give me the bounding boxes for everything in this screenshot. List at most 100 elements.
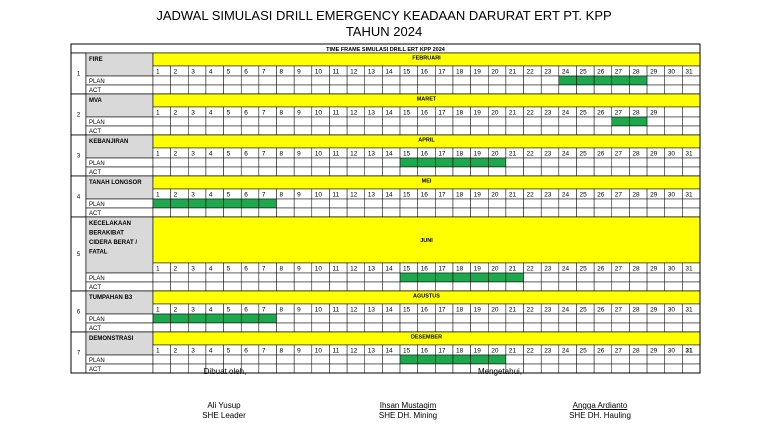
day-number: 5 [227,110,231,117]
plan-cell [505,198,524,209]
day-number: 13 [368,192,376,199]
plan-mark [452,354,471,365]
act-label: ACT [89,326,101,332]
act-cell [399,363,418,374]
plan-cell [664,354,683,365]
plan-cell [558,116,577,127]
plan-cell [364,157,383,168]
day-number: 29 [650,348,658,355]
plan-mark [452,272,471,283]
act-cell [293,84,313,95]
plan-mark [152,198,171,209]
plan-cell [329,354,348,365]
act-cell [664,125,683,136]
act-cell [364,84,383,95]
act-cell [523,322,542,333]
act-cell [593,281,613,292]
day-number: 6 [244,110,248,117]
day-number: 21 [509,307,517,314]
day-number: 23 [544,69,552,76]
month-label: MEI [422,179,432,185]
plan-cell [646,157,665,168]
day-number: 27 [615,151,623,158]
act-cell [523,281,542,292]
plan-cell [293,157,313,168]
act-cell [399,166,418,177]
act-cell [505,125,524,136]
plan-label: PLAN [89,161,105,167]
act-cell [152,207,171,218]
day-number: 2 [174,69,178,76]
plan-cell [505,313,524,324]
plan-cell [682,198,701,209]
day-number: 8 [280,348,284,355]
act-cell [188,125,207,136]
plan-mark [223,313,242,324]
day-number: 11 [332,307,339,314]
plan-cell [629,157,648,168]
plan-cell [399,75,418,86]
day-number: 9 [297,69,301,76]
day-number: 16 [421,110,429,117]
act-cell [346,125,365,136]
day-number: 17 [438,69,446,76]
day-number: 11 [332,192,339,199]
day-number: 28 [632,348,640,355]
plan-mark [435,272,454,283]
day-number: 17 [438,266,446,273]
act-cell [664,207,683,218]
act-cell [470,207,489,218]
plan-cell [152,116,171,127]
timeframe-label: TIME FRAME SIMULASI DRILL ERT KPP 2024 [326,47,446,53]
activity-name: MVA [89,98,103,104]
plan-cell [540,75,560,86]
plan-cell [399,313,418,324]
plan-cell [523,157,542,168]
day-number: 8 [280,266,284,273]
day-number: 22 [527,266,535,273]
day-number: 26 [597,307,605,314]
plan-cell [435,116,454,127]
act-cell [629,281,648,292]
day-number: 24 [562,348,570,355]
plan-mark [488,354,507,365]
plan-cell [188,157,207,168]
act-cell [505,281,524,292]
day-number: 30 [668,151,676,158]
day-number: 26 [597,69,605,76]
act-cell [382,322,401,333]
day-number: 23 [544,192,552,199]
day-number: 17 [438,307,446,314]
plan-cell [435,313,454,324]
plan-mark [435,157,454,168]
plan-cell [629,198,648,209]
plan-cell [346,157,365,168]
activity-name: CIDERA BERAT / [89,240,137,246]
act-cell [188,281,207,292]
plan-mark [223,198,242,209]
act-cell [293,125,313,136]
day-number: 30 [668,69,676,76]
act-cell [470,125,489,136]
act-cell [540,281,560,292]
act-cell [558,166,577,177]
act-cell [152,166,171,177]
act-cell [488,281,507,292]
plan-cell [276,116,295,127]
act-label: ACT [89,211,101,217]
plan-cell [417,75,436,86]
plan-mark [558,75,577,86]
day-number: 18 [456,307,464,314]
plan-mark [205,313,224,324]
act-label: ACT [89,285,101,291]
day-number: 30 [668,266,676,273]
month-band [152,216,701,264]
day-number: 18 [456,266,464,273]
day-number: 31 [685,266,693,273]
day-number: 24 [562,110,570,117]
day-number: 3 [191,110,195,117]
plan-cell [593,116,613,127]
act-cell [258,207,277,218]
plan-cell [611,198,630,209]
day-number: 6 [244,307,248,314]
